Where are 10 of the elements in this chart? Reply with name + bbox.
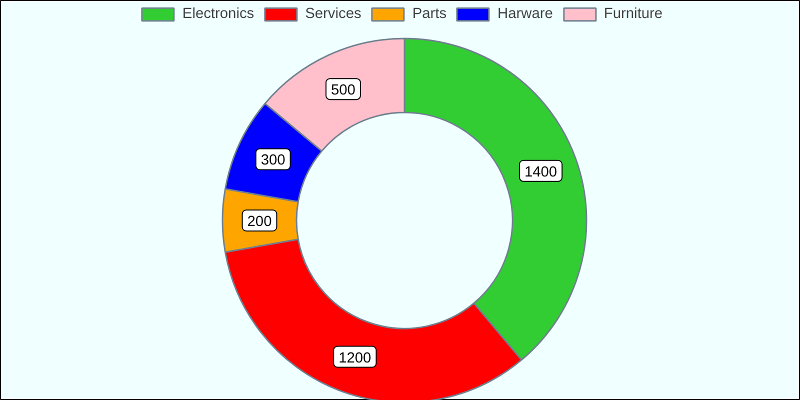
data-label: 1200 — [338, 350, 372, 366]
legend-label: Harware — [498, 6, 553, 22]
data-label: 300 — [260, 152, 286, 169]
data-label: 500 — [330, 82, 356, 99]
data-label: 1400 — [524, 164, 558, 180]
data-label: 200 — [247, 214, 272, 230]
legend-label: Services — [305, 6, 362, 22]
legend-label: Furniture — [604, 6, 663, 22]
legend-label: Parts — [412, 6, 447, 22]
legend-label: Electronics — [182, 6, 254, 22]
